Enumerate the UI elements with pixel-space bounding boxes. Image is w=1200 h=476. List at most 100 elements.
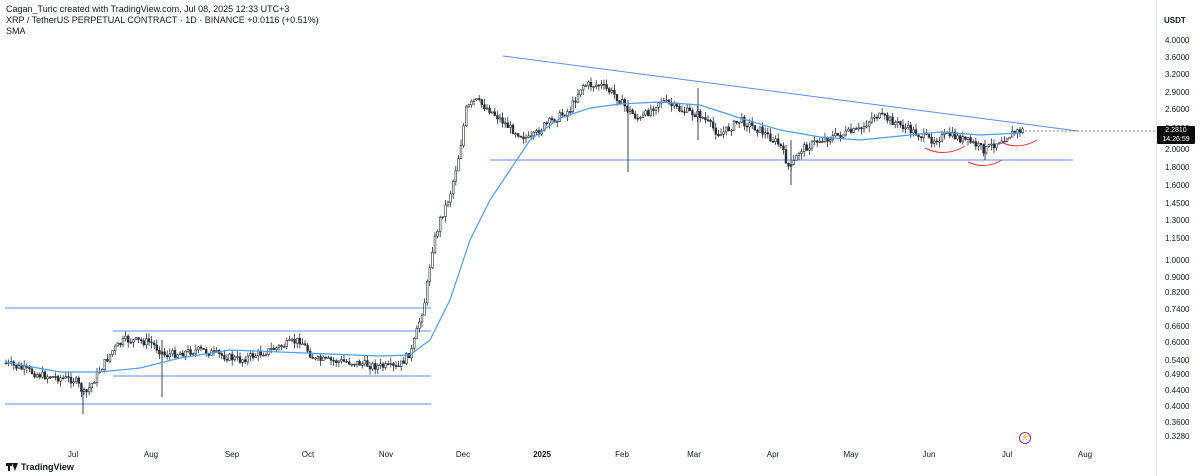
candle-body [735,120,738,123]
candle-body [244,359,247,363]
candle-body [823,137,827,142]
candle-body [251,353,255,358]
candle-body [124,335,127,339]
candle-body [654,107,658,111]
candle-body [56,376,60,382]
candle-body [142,340,145,346]
candle-body [475,98,478,101]
candle-body [392,363,395,366]
price-axis[interactable]: 4.00003.60003.20002.90002.60002.30002.00… [1156,0,1200,476]
price-tick: 1.4500 [1165,199,1190,208]
candle-body [878,112,881,119]
candle-body [589,81,593,87]
candle-body [628,109,632,112]
candle-body [724,126,728,133]
price-chart[interactable] [0,0,1156,460]
candle-body [862,126,866,130]
candle-body [971,141,975,143]
candle-body [953,131,957,140]
price-tick: 0.4900 [1165,370,1190,379]
price-tick: 1.0000 [1165,256,1190,265]
candle-body [111,350,114,355]
candle-body [345,361,348,363]
candle-body [225,358,229,361]
current-price: 2.2810 [1165,127,1187,134]
candle-body [483,104,486,110]
candle-body [423,302,426,316]
candle-body [41,371,44,378]
candle-body [285,340,288,347]
candle-body [337,360,340,363]
candle-body [776,138,780,145]
candle-body [873,116,876,119]
candle-body [173,350,177,358]
candle-body [376,365,379,370]
candle-body [137,337,140,340]
candle-body [197,346,200,351]
candle-body [888,116,892,121]
candle-body [800,151,803,154]
candle-body [568,111,572,113]
candle-body [956,135,959,140]
candle-body [727,126,731,131]
candle-body [797,153,801,156]
candle-body [264,354,268,356]
symbol-line[interactable]: XRP / TetherUS PERPETUAL CONTRACT · 1D ·… [6,15,319,25]
time-tick: Jul [67,450,79,459]
candle-body [899,121,902,126]
candle-body [836,132,840,136]
candle-body [974,141,978,147]
rounding-arc [924,145,966,153]
candle-body [623,99,627,107]
indicator-label[interactable]: SMA [6,26,26,36]
candle-body [199,346,203,349]
candle-body [516,133,520,137]
candle-body [909,124,913,134]
time-tick: Apr [766,450,780,459]
candle-body [756,129,759,133]
candle-body [670,103,673,107]
candle-body [327,357,330,359]
candle-body [48,376,52,379]
candle-body [938,140,941,143]
candle-body [891,116,894,126]
candle-body [350,363,353,366]
price-tick: 3.2000 [1165,70,1190,79]
candle-body [992,143,996,149]
candle-body [1013,130,1017,134]
time-axis[interactable]: Jul Aug Sep Oct Nov Dec 2025 Feb Mar Apr May Jun Jul… [0,448,1156,460]
candle-body [532,131,536,137]
lightning-icon[interactable]: ⚡ [1019,432,1031,444]
candle-body [867,121,871,127]
candle-body [269,348,273,350]
rounding-arc [1002,139,1038,147]
candle-body [826,137,829,142]
candle-body [597,84,601,87]
candle-body [290,339,294,341]
price-tick: 0.4000 [1165,402,1190,411]
candle-body [298,337,301,345]
chart-header: Cagan_Turic created with TradingView.com… [6,4,319,37]
candle-body [665,99,668,102]
candle-body [581,85,585,91]
price-tick: 0.7400 [1165,305,1190,314]
candle-body [600,83,603,86]
candle-body [280,345,283,347]
candle-body [69,376,73,384]
candle-body [927,134,931,138]
candle-body [709,119,712,123]
candle-body [828,139,832,142]
candle-body [917,134,920,138]
chart-area[interactable] [0,0,1156,460]
candle-body [886,114,889,121]
candle-body [691,110,694,116]
candle-body [818,141,822,143]
candle-body [870,117,874,123]
candle-body [262,354,265,357]
candle-body [95,371,99,383]
candle-body [308,350,312,358]
candle-body [428,267,431,282]
candle-body [740,116,744,123]
candle-body [194,349,197,354]
candle-body [610,89,614,93]
